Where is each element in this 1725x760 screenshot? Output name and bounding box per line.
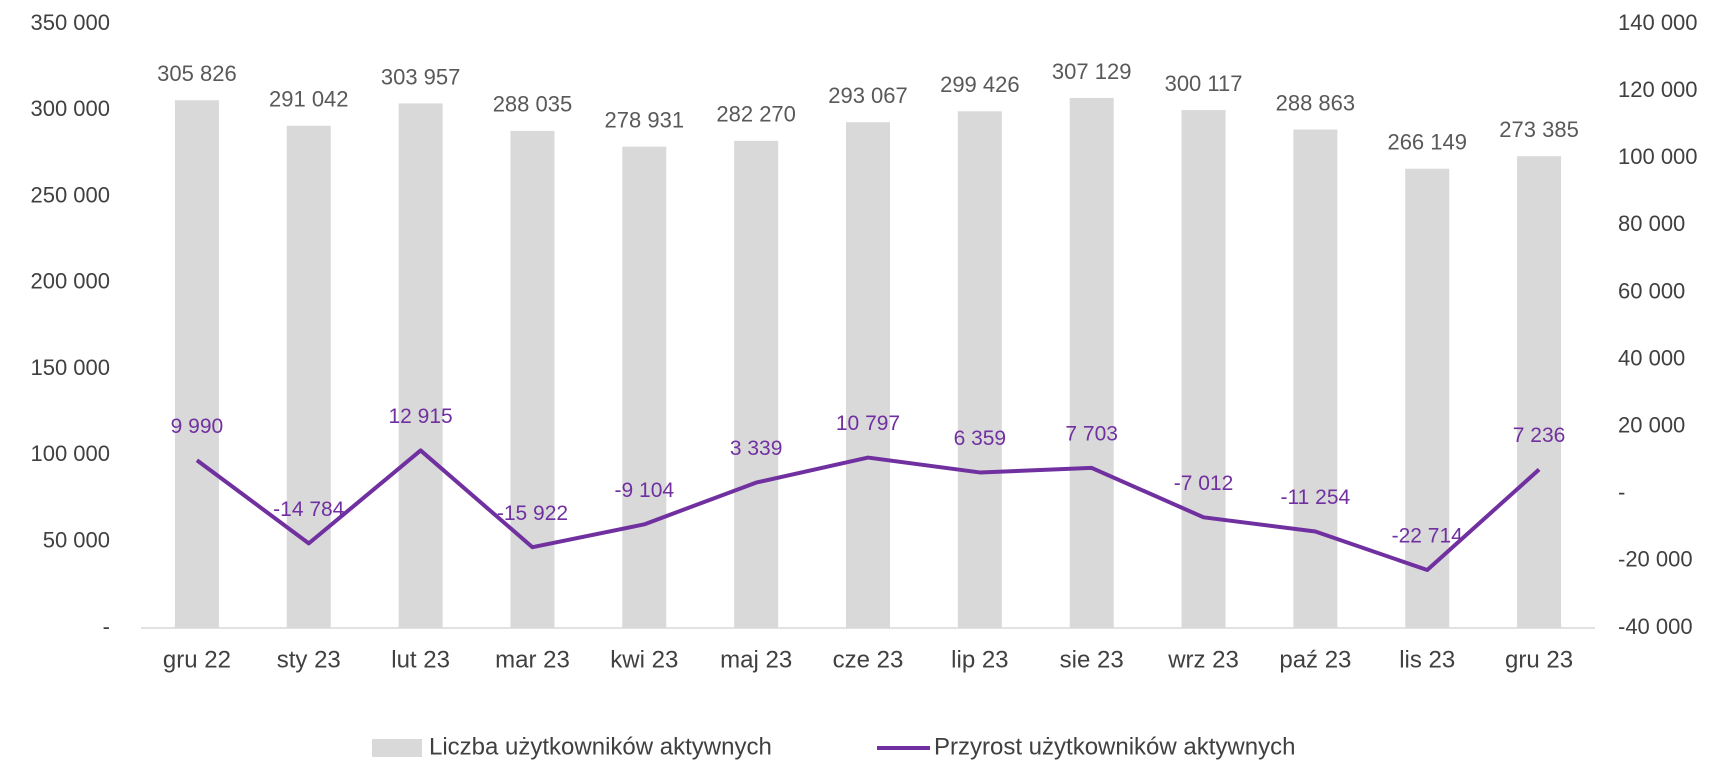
y2-tick-label: - [1618,480,1625,505]
bar-value-label: 288 035 [493,92,573,117]
x-tick-label: maj 23 [720,646,792,673]
y-tick-label: 150 000 [30,355,110,380]
y2-tick-label: 20 000 [1618,412,1685,437]
bar [846,122,890,628]
bar-value-label: 266 149 [1387,130,1467,155]
legend-swatch [372,739,422,757]
bar [957,111,1002,629]
line-value-label: -14 784 [273,498,345,521]
bar-value-label: 273 385 [1499,117,1579,142]
bar [174,100,219,629]
line-value-label: -22 714 [1392,525,1464,548]
y-tick-label: - [103,614,110,639]
y2-tick-label: -40 000 [1618,614,1693,639]
bar-value-label: 288 863 [1276,90,1356,115]
bar-value-label: 299 426 [940,72,1020,97]
bar-value-label: 303 957 [381,64,461,89]
x-tick-label: paź 23 [1279,646,1351,673]
y-tick-label: 250 000 [30,182,110,207]
line-value-label: 3 339 [730,437,783,460]
bar [1517,156,1562,628]
line-value-label: -15 922 [497,502,568,525]
x-tick-label: lis 23 [1399,646,1455,673]
bar [1405,168,1450,628]
line [195,448,1541,572]
bar [1181,110,1226,629]
bar [1069,97,1114,629]
line-value-label: 6 359 [954,427,1007,450]
legend-label: Liczba użytkowników aktywnych [429,733,772,760]
y2-tick-label: -20 000 [1618,547,1693,572]
x-tick-label: lut 23 [391,646,450,673]
x-tick-label: cze 23 [833,646,904,673]
bar [398,103,443,629]
bar-value-label: 293 067 [828,83,908,108]
y-tick-label: 350 000 [30,10,110,35]
x-tick-label: kwi 23 [610,646,678,673]
bar-value-label: 282 270 [716,102,796,127]
y-tick-label: 100 000 [30,441,110,466]
x-tick-label: lip 23 [951,646,1008,673]
x-tick-label: gru 22 [163,646,231,673]
bar-value-label: 307 129 [1052,59,1132,84]
y2-tick-label: 120 000 [1618,77,1698,102]
line-value-label: 10 797 [836,412,900,435]
line-value-label: -7 012 [1174,472,1234,495]
y2-tick-label: 40 000 [1618,345,1685,370]
bar-value-label: 291 042 [269,87,349,112]
x-tick-label: sie 23 [1060,646,1124,673]
line-value-label: -9 104 [615,479,675,502]
line-value-label: -11 254 [1281,486,1351,509]
y2-tick-label: 60 000 [1618,278,1685,303]
y2-tick-label: 100 000 [1618,144,1698,169]
bar-value-label: 300 117 [1165,71,1243,96]
bar [510,130,555,628]
y-tick-label: 200 000 [30,269,110,294]
x-tick-label: mar 23 [495,646,570,673]
bar [734,140,779,628]
line-value-label: 7 236 [1513,424,1566,447]
x-tick-label: wrz 23 [1167,646,1239,673]
x-tick-label: sty 23 [277,646,341,673]
line-value-label: 12 915 [388,405,452,428]
line-value-label: 7 703 [1065,422,1118,445]
bar-value-label: 305 826 [157,61,237,86]
bar-value-label: 278 931 [605,107,685,132]
legend-label: Przyrost użytkowników aktywnych [934,733,1295,760]
y-tick-label: 300 000 [30,96,110,121]
line-value-label: 9 990 [171,415,224,438]
bar [1293,129,1338,628]
y2-tick-label: 80 000 [1618,211,1685,236]
x-tick-label: gru 23 [1505,646,1573,673]
bar [286,125,331,628]
y-tick-label: 50 000 [43,528,110,553]
bar [622,146,667,629]
y2-tick-label: 140 000 [1618,10,1698,35]
